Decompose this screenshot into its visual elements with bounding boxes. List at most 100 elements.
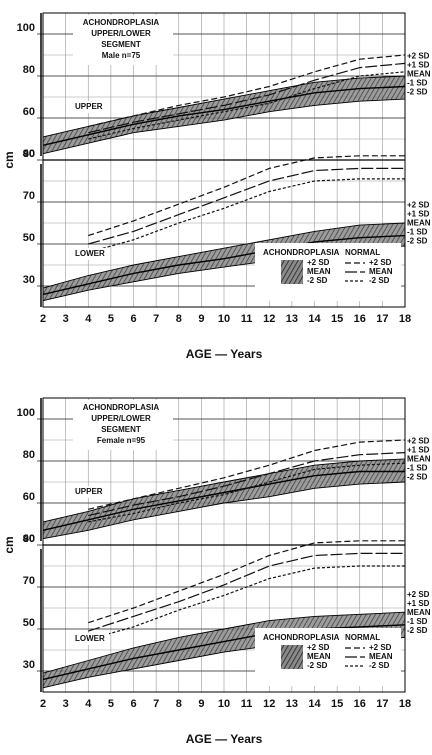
x-tick-label: 16 (354, 313, 366, 325)
legend-label: -2 SD (369, 661, 390, 670)
legend-label: MEAN (307, 652, 331, 661)
sd-label: +2 SD (407, 201, 430, 210)
legend-box (255, 243, 401, 301)
normal-line (88, 439, 406, 510)
normal-line (88, 62, 406, 134)
legend-label: -2 SD (307, 276, 328, 285)
sd-label: -1 SD (407, 79, 428, 88)
x-tick-label: 18 (399, 313, 411, 325)
chart-title: UPPER/LOWER (91, 414, 151, 423)
x-tick-label: 13 (286, 313, 298, 325)
sd-label: MEAN (407, 608, 431, 617)
sd-label: +1 SD (407, 210, 430, 219)
sd-label: -2 SD (407, 88, 428, 97)
legend-label: -2 SD (307, 661, 328, 670)
x-tick-label: 11 (241, 313, 253, 325)
sd-label: -1 SD (407, 228, 428, 237)
x-tick-label: 17 (376, 698, 388, 710)
x-tick-label: 8 (176, 313, 182, 325)
sample-size: Male n=75 (102, 51, 141, 60)
x-tick-label: 16 (354, 698, 366, 710)
normal-line (88, 167, 405, 245)
x-axis-title: AGE — Years (186, 347, 263, 361)
y-tick-label: 30 (23, 274, 35, 286)
legend-swatch (281, 260, 303, 284)
x-tick-label: 7 (153, 698, 159, 710)
chart-title: UPPER/LOWER (91, 29, 151, 38)
x-tick-label: 17 (376, 313, 388, 325)
normal-line (88, 178, 405, 253)
x-tick-label: 7 (153, 313, 159, 325)
normal-line (88, 462, 406, 523)
achondroplasia-line (42, 624, 406, 681)
y-tick-label: 50 (23, 232, 35, 244)
x-tick-label: 4 (85, 313, 92, 325)
panel-label: LOWER (75, 249, 105, 258)
panel-label: UPPER (75, 102, 103, 111)
sd-label: +1 SD (407, 599, 430, 608)
sd-band (43, 76, 405, 154)
y-tick-label: 60 (23, 491, 35, 503)
normal-line (88, 552, 405, 632)
y-tick-label: 60 (23, 106, 35, 118)
legend-swatch (281, 645, 303, 669)
normal-line (88, 54, 406, 127)
achondroplasia-line (42, 98, 406, 155)
legend-title: NORMAL (345, 633, 380, 642)
x-tick-label: 13 (286, 698, 298, 710)
x-tick-label: 9 (198, 313, 204, 325)
sd-label: +1 SD (407, 61, 430, 70)
x-tick-label: 9 (198, 698, 204, 710)
legend-label: +2 SD (369, 643, 392, 652)
y-tick-label: 80 (23, 449, 35, 461)
x-tick-label: 6 (130, 698, 136, 710)
achondroplasia-line (42, 85, 406, 146)
chart-title: ACHONDROPLASIA (83, 18, 160, 27)
x-tick-label: 12 (263, 313, 275, 325)
x-tick-label: 12 (263, 698, 275, 710)
chart-title: ACHONDROPLASIA (83, 403, 160, 412)
x-tick-label: 3 (63, 313, 69, 325)
legend-label: MEAN (369, 267, 393, 276)
x-tick-label: 11 (241, 698, 253, 710)
achondroplasia-line (42, 470, 405, 531)
y-tick-label: 90 (23, 533, 35, 545)
y-tick-label: 30 (23, 659, 35, 671)
legend-box (255, 628, 401, 686)
sd-label: -1 SD (407, 617, 428, 626)
y-tick-label: 70 (23, 190, 35, 202)
sd-label: +2 SD (407, 437, 430, 446)
x-tick-label: 2 (40, 698, 46, 710)
legend-title: ACHONDROPLASIA (263, 633, 340, 642)
legend-label: -2 SD (369, 276, 390, 285)
achondroplasia-line (42, 611, 406, 674)
x-axis-title: AGE — Years (186, 732, 263, 746)
sd-label: -1 SD (407, 464, 428, 473)
achondroplasia-line (42, 222, 406, 289)
sd-band (43, 458, 405, 539)
legend-label: +2 SD (369, 258, 392, 267)
chart-title: SEGMENT (101, 425, 141, 434)
y-tick-label: 40 (23, 148, 35, 160)
x-tick-label: 4 (85, 698, 92, 710)
x-tick-label: 5 (108, 313, 114, 325)
legend-label: MEAN (369, 652, 393, 661)
normal-line (88, 452, 406, 517)
achondroplasia-line (42, 458, 406, 523)
sd-label: MEAN (407, 455, 431, 464)
panel-label: UPPER (75, 487, 103, 496)
x-tick-label: 18 (399, 698, 411, 710)
normal-line (88, 565, 405, 641)
y-tick-label: 100 (17, 22, 35, 34)
sd-label: -2 SD (407, 626, 428, 635)
sd-label: +1 SD (407, 446, 430, 455)
normal-line (88, 71, 406, 140)
y-tick-label: 90 (23, 148, 35, 160)
legend-label: +2 SD (307, 258, 330, 267)
legend-title: ACHONDROPLASIA (263, 248, 340, 257)
legend-label: +2 SD (307, 643, 330, 652)
panel-label: LOWER (75, 634, 105, 643)
sd-label: -2 SD (407, 237, 428, 246)
panel-label-bg (71, 633, 109, 645)
